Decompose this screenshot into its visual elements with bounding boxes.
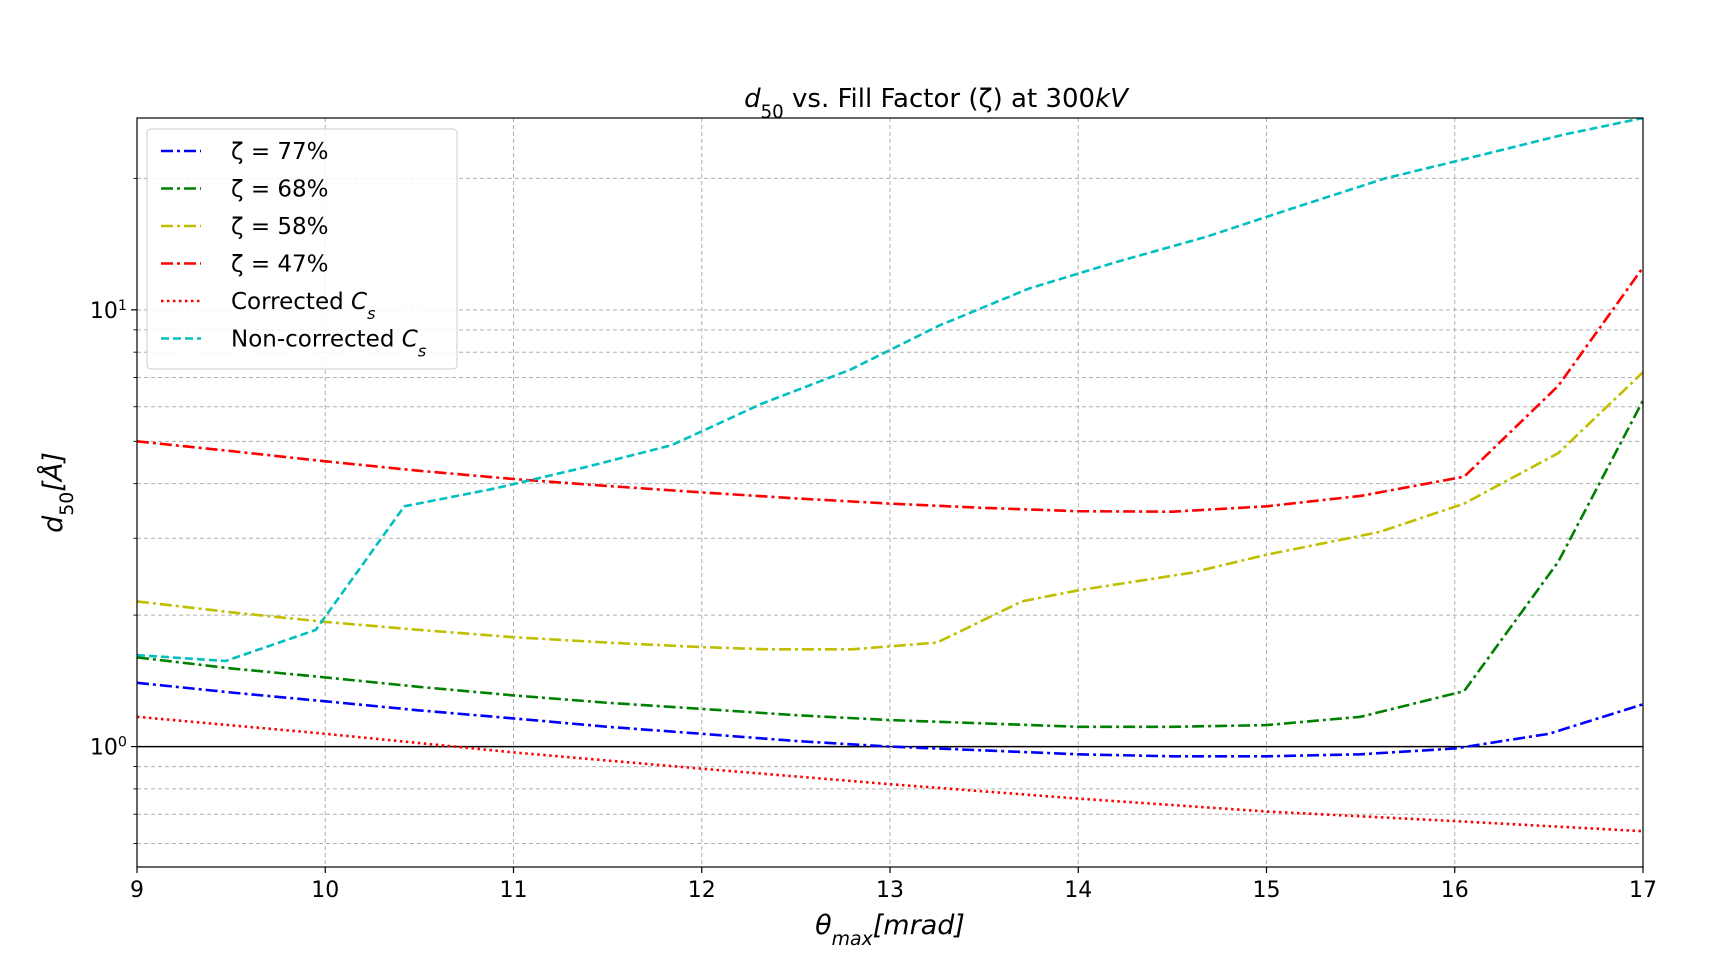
series-layer <box>137 118 1643 833</box>
x-tick-label: 13 <box>876 878 904 903</box>
legend: ζ = 77% ζ = 68% ζ = 58% ζ = 47% Corrected Cs… <box>146 128 458 370</box>
legend-name: ζ = 68% <box>231 177 329 203</box>
legend-name: Non-corrected <box>231 327 402 353</box>
x-tick-label: 12 <box>688 878 716 903</box>
text-part: 50 <box>56 492 78 516</box>
legend-name: ζ = 77% <box>231 139 329 165</box>
legend-symbol-sub: s <box>367 304 376 323</box>
y-tick-exponent: 1 <box>118 298 127 314</box>
y-tick-base: 10 <box>90 299 118 324</box>
x-tick-label: 11 <box>500 878 528 903</box>
legend-label-2: ζ = 58% <box>231 214 329 240</box>
x-tick-label: 16 <box>1441 878 1469 903</box>
x-tick-label: 17 <box>1629 878 1657 903</box>
y-tick-label: 101 <box>90 298 127 324</box>
y-tick-exponent: 0 <box>118 735 127 751</box>
series-line-2 <box>137 371 1643 651</box>
y-axis-label: d50[Å] <box>37 452 78 533</box>
text-part: d <box>744 84 761 114</box>
chart-title: d50 vs. Fill Factor (ζ) at 300kV <box>744 84 1130 123</box>
legend-label-0: ζ = 77% <box>231 139 329 165</box>
legend-symbol: C <box>351 289 367 315</box>
x-axis: 9 10 11 12 13 14 15 16 17 <box>130 867 1657 903</box>
series-line-4 <box>137 715 1643 833</box>
legend-symbol: C <box>402 327 418 353</box>
legend-label-3: ζ = 47% <box>231 252 329 278</box>
text-part: [Å] <box>37 452 69 492</box>
text-part: max <box>832 928 874 950</box>
legend-label-1: ζ = 68% <box>231 177 329 203</box>
y-tick-label: 100 <box>90 735 127 761</box>
series-line-0 <box>137 681 1643 758</box>
plot-area <box>137 118 1643 833</box>
x-tick-label: 9 <box>130 878 144 903</box>
legend-label-5: Non-corrected Cs <box>231 327 427 361</box>
text-part: [mrad] <box>873 910 965 941</box>
legend-name: ζ = 47% <box>231 252 329 278</box>
legend-box <box>146 128 458 370</box>
text-part: 50 <box>761 102 784 123</box>
x-tick-label: 14 <box>1064 878 1092 903</box>
legend-symbol-sub: s <box>418 341 427 360</box>
text-part: θ <box>815 910 832 941</box>
legend-label-4: Corrected Cs <box>231 289 376 323</box>
y-tick-base: 10 <box>90 736 118 761</box>
x-tick-label: 10 <box>311 878 339 903</box>
legend-name: ζ = 58% <box>231 214 329 240</box>
legend-name: Corrected <box>231 289 351 315</box>
series-line-5 <box>137 118 1643 663</box>
text-part: d <box>38 515 69 533</box>
text-part: vs. Fill Factor (ζ) at 300 <box>784 84 1095 114</box>
x-tick-label: 15 <box>1253 878 1281 903</box>
text-part: kV <box>1095 84 1130 114</box>
x-axis-label: θmax[mrad] <box>815 910 965 950</box>
